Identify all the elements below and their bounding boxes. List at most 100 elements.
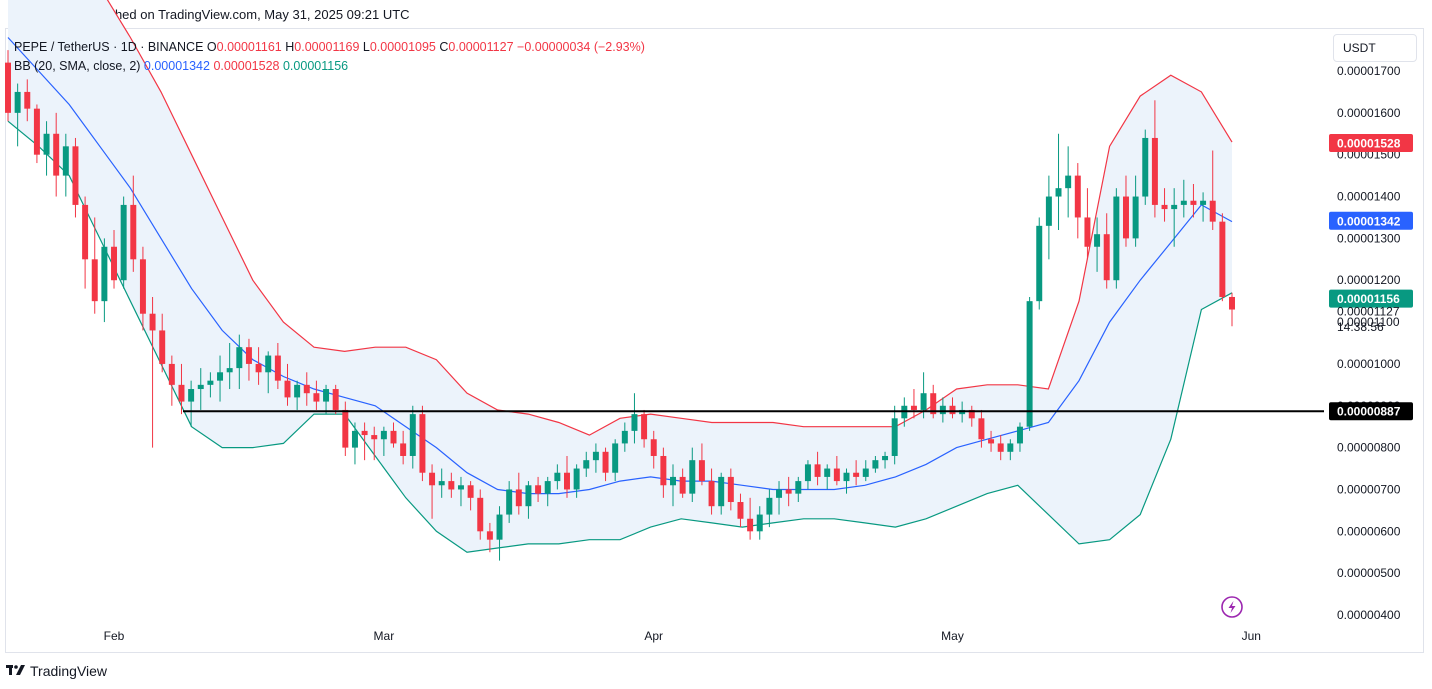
candle-body: [824, 468, 831, 477]
bb-legend-row[interactable]: BB (20, SMA, close, 2) 0.00001342 0.0000…: [14, 57, 645, 76]
tradingview-footer[interactable]: TradingView: [6, 663, 107, 679]
candle: [1036, 217, 1043, 310]
candle-body: [978, 418, 985, 440]
candle: [641, 409, 648, 448]
candle-body: [891, 418, 898, 456]
price-label: 0.00000887: [1329, 402, 1413, 421]
candle-body: [139, 259, 146, 314]
candle-body: [1113, 196, 1120, 281]
candle: [747, 497, 754, 540]
candle: [400, 430, 407, 465]
candle-body: [592, 451, 599, 461]
candle: [1200, 192, 1207, 222]
candle: [862, 460, 869, 482]
bb-indicator-label[interactable]: BB (20, SMA, close, 2): [14, 59, 141, 73]
candle: [62, 133, 69, 197]
candle-body: [641, 414, 648, 440]
chart-frame[interactable]: [5, 28, 1424, 653]
candle: [612, 439, 619, 482]
candle-body: [419, 414, 426, 473]
price-tick-label: 0.00001400: [1337, 190, 1401, 204]
candle-body: [660, 455, 667, 486]
price-label-text: 0.00000887: [1337, 405, 1401, 419]
price-label: 0.00001127: [1337, 304, 1400, 318]
candle: [294, 380, 301, 410]
candle: [24, 79, 31, 122]
bollinger-band-layer: [7, 0, 1233, 553]
candle: [1122, 175, 1129, 247]
candle-body: [602, 451, 609, 473]
open-label: O: [206, 40, 217, 54]
candle-body: [564, 472, 570, 490]
candle: [371, 426, 378, 461]
candle: [1161, 188, 1168, 222]
candle: [390, 422, 397, 448]
candle-body: [910, 405, 917, 410]
candle-body: [1094, 234, 1101, 247]
candle-body: [920, 393, 927, 410]
candle: [1113, 188, 1120, 289]
candle-body: [236, 347, 243, 369]
candle: [698, 443, 705, 486]
candle: [1007, 439, 1014, 461]
price-tick-label: 0.00001100: [1337, 315, 1400, 329]
candle-body: [429, 472, 436, 486]
candle-body: [72, 146, 79, 205]
candle-body: [930, 393, 937, 415]
candle-body: [1209, 200, 1216, 222]
candle-body: [737, 502, 744, 519]
candle-body: [303, 384, 310, 394]
candle-body: [862, 468, 869, 477]
candle-body: [1200, 200, 1207, 205]
candle: [670, 464, 676, 507]
candle: [159, 313, 166, 373]
candle-body: [1036, 225, 1043, 302]
candle-body: [409, 414, 416, 456]
candle-body: [1171, 204, 1178, 210]
candle: [419, 405, 426, 482]
candle-body: [217, 372, 224, 381]
candle: [1103, 213, 1110, 289]
candle: [689, 447, 696, 503]
candle-body: [284, 380, 291, 398]
chart-legend: PEPE / TetherUS · 1D · BINANCE O 0.000011…: [14, 38, 645, 76]
candle: [843, 468, 850, 494]
ohlc-legend-row[interactable]: PEPE / TetherUS · 1D · BINANCE O 0.000011…: [14, 38, 645, 57]
candle-body: [804, 464, 811, 482]
candle-body: [448, 481, 455, 490]
candle: [968, 405, 975, 427]
price-tick-label: 0.00001000: [1337, 357, 1401, 371]
candle-body: [294, 384, 301, 398]
candle-body: [833, 468, 840, 482]
candle-body: [621, 430, 628, 444]
candle-body: [371, 435, 378, 440]
candle: [168, 355, 175, 406]
candle-body: [1065, 175, 1072, 189]
price-label-layer: 0.00001528 0.00001342 0.000011560.00001127…: [1329, 133, 1413, 421]
candle: [1209, 150, 1216, 231]
candle-body: [245, 347, 252, 364]
price-tick-label: 0.00001300: [1337, 231, 1401, 245]
candle: [467, 481, 474, 511]
time-tick-label: May: [941, 629, 964, 643]
price-tick-label: 0.00000400: [1337, 608, 1401, 622]
candle: [602, 447, 609, 482]
candle: [197, 368, 204, 410]
candle-body: [882, 455, 889, 461]
candle-body: [679, 476, 686, 494]
candle: [679, 468, 686, 498]
candle-body: [515, 489, 522, 507]
candle: [1074, 163, 1081, 239]
symbol-title[interactable]: PEPE / TetherUS · 1D · BINANCE: [14, 40, 204, 54]
lightning-icon[interactable]: [1221, 596, 1243, 618]
quote-currency-button[interactable]: USDT: [1333, 34, 1417, 62]
close-label: C: [439, 40, 449, 54]
candle: [303, 372, 310, 406]
bb-upper-value: 0.00001528: [213, 59, 280, 73]
candle-body: [612, 443, 619, 473]
close-value: 0.00001127: [448, 40, 514, 54]
candle: [776, 481, 783, 515]
candle-body: [843, 472, 850, 482]
candle: [226, 343, 233, 390]
